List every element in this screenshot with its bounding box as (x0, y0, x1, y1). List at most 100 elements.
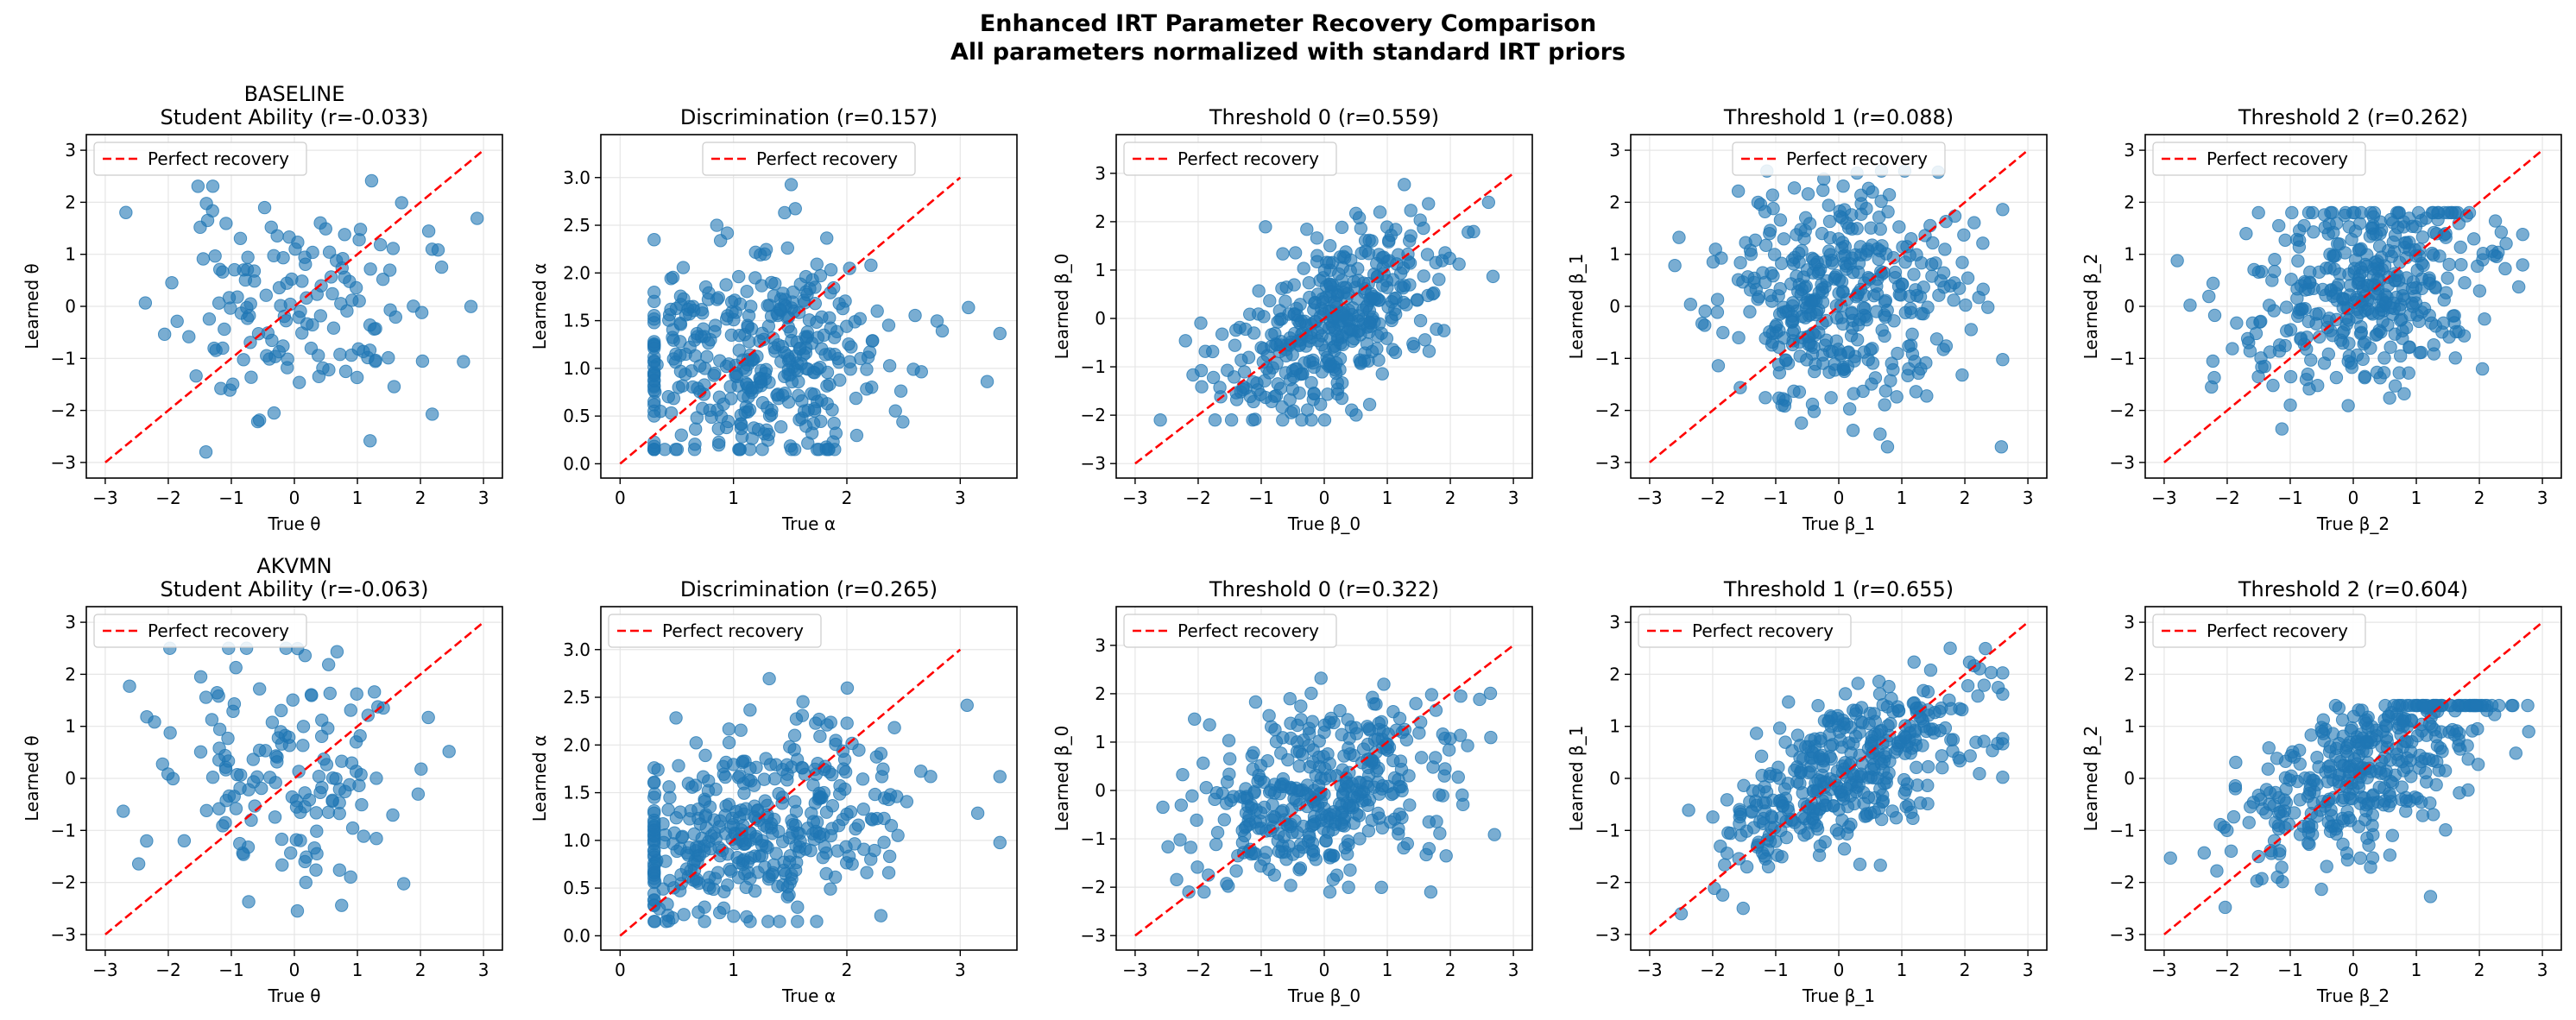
panel-akvmn-2-point (826, 800, 838, 812)
panel-baseline-1-ytick-label: 0 (65, 296, 76, 317)
panel-baseline-5-point (2342, 355, 2354, 367)
panel-akvmn-1-point (247, 753, 259, 765)
panel-baseline-4-point (1744, 305, 1756, 318)
panel-akvmn-4-xtick-label: 1 (1897, 960, 1908, 980)
panel-baseline-5-point (2396, 290, 2409, 302)
panel-akvmn-4-point (1887, 706, 1899, 718)
panel-baseline-4-point (1977, 237, 1989, 249)
panel-akvmn-5-point (2288, 807, 2300, 819)
panel-akvmn-4-point (1956, 703, 1968, 715)
panel-baseline-3-point (1195, 317, 1207, 329)
panel-baseline-3-point (1305, 414, 1317, 426)
panel-akvmn-1-point (222, 755, 234, 767)
panel-akvmn-2-xtick-label: 0 (615, 960, 626, 980)
panel-akvmn-3-point (1377, 779, 1389, 791)
panel-akvmn-4-point (1778, 783, 1790, 795)
panel-baseline-4-point (1906, 328, 1918, 340)
panel-baseline-4-ytick-label: 3 (1609, 140, 1620, 161)
panel-baseline-3-point (1350, 409, 1362, 421)
panel-baseline-5-point (2434, 250, 2446, 262)
panel-akvmn-3-point (1361, 777, 1373, 789)
panel-baseline-5-point (2337, 326, 2349, 338)
panel-baseline-4-point (1874, 223, 1886, 235)
panel-akvmn-3-point (1474, 693, 1486, 705)
panel-baseline-2-point (702, 293, 714, 305)
panel-baseline-5-point (2441, 272, 2453, 284)
panel-akvmn-3-point (1439, 763, 1451, 775)
panel-akvmn-5-point (2245, 801, 2257, 813)
panel-akvmn-1-point (217, 820, 229, 832)
panel-baseline-3-point (1336, 261, 1348, 274)
panel-akvmn-3-point (1284, 692, 1296, 704)
panel-akvmn-5-point (2400, 795, 2412, 807)
panel-baseline-2-point (861, 363, 873, 375)
panel-akvmn-2-point (744, 704, 756, 716)
panel-akvmn-2-point (723, 736, 735, 748)
panel-baseline-3-point (1297, 368, 1309, 380)
panel-akvmn-5-point (2366, 809, 2378, 821)
panel-baseline-4-point (1715, 252, 1727, 264)
panel-baseline-4-point (1778, 400, 1790, 412)
panel-akvmn-3-point (1410, 697, 1422, 709)
panel-akvmn-3-point (1293, 760, 1305, 772)
panel-baseline-5-point (2433, 206, 2445, 218)
panel-akvmn-3-ytick-label: 2 (1095, 683, 1106, 704)
panel-akvmn-4-point (1997, 771, 2009, 783)
panel-akvmn-3-point (1320, 834, 1332, 847)
panel-akvmn-2-point (750, 830, 762, 842)
panel-baseline-1-point (314, 310, 326, 322)
panel-akvmn-5-ytick-label: −1 (2110, 820, 2135, 841)
panel-akvmn-4-point (1836, 741, 1848, 753)
panel-akvmn-3-point (1240, 807, 1252, 819)
panel-baseline-2-point (819, 349, 831, 361)
panel-baseline-5-point (2316, 283, 2328, 295)
panel-akvmn-1-point (344, 704, 357, 716)
panel-akvmn-1-xtick-label: 3 (478, 960, 489, 980)
panel-baseline-1-point (353, 234, 365, 246)
panel-baseline-4-point (1929, 257, 1941, 269)
panel-akvmn-2-legend: Perfect recovery (609, 614, 821, 647)
panel-akvmn-1-point (357, 830, 369, 842)
panel-akvmn-3-point (1295, 700, 1307, 712)
panel-akvmn-3-point (1197, 757, 1209, 769)
panel-akvmn-3-point (1403, 770, 1415, 782)
panel-akvmn-1-point (276, 859, 288, 871)
panel-akvmn-3-ylabel: Learned β_0 (1051, 726, 1072, 832)
panel-akvmn-1-point (322, 806, 334, 818)
panel-baseline-1-point (183, 331, 195, 343)
panel-akvmn-5-xtick-label: −2 (2214, 960, 2239, 980)
panel-baseline-3-point (1279, 367, 1291, 379)
panel-akvmn-4-point (1707, 811, 1719, 823)
panel-baseline-4-point (1912, 367, 1924, 379)
panel-baseline-4-xtick-label: 0 (1834, 488, 1845, 508)
panel-baseline-5-point (2279, 234, 2291, 246)
panel-akvmn-2-point (778, 864, 790, 876)
panel-akvmn-3-point (1218, 814, 1230, 826)
panel-akvmn-5-point (2510, 747, 2522, 759)
panel-akvmn-3-point (1277, 732, 1289, 744)
panel-baseline-2-point (648, 234, 660, 246)
panel-baseline-4-point (1771, 318, 1783, 331)
panel-baseline-3-point (1418, 334, 1430, 346)
panel-akvmn-4-point (1885, 717, 1897, 729)
panel-akvmn-3-xtick-label: 1 (1382, 960, 1393, 980)
panel-akvmn-3-point (1258, 801, 1270, 813)
panel-akvmn-2-point (648, 875, 660, 887)
panel-akvmn-1-point (123, 680, 136, 692)
panel-akvmn-3-point (1367, 691, 1379, 703)
panel-akvmn-3-ytick-label: −2 (1081, 877, 1106, 897)
panel-baseline-4-point (1862, 182, 1874, 194)
panel-baseline-1-xtick-label: −2 (155, 488, 180, 508)
panel-baseline-1-point (234, 232, 246, 244)
panel-baseline-3-ytick-label: 2 (1095, 211, 1106, 232)
panel-akvmn-3-point (1296, 748, 1308, 760)
panel-akvmn-3-point (1375, 881, 1387, 893)
panel-baseline-2-point (745, 300, 757, 312)
panel-baseline-3-point (1482, 196, 1494, 208)
panel-akvmn-1-point (148, 715, 161, 727)
panel-baseline-4-point (1782, 357, 1794, 369)
panel-baseline-4-point (1842, 222, 1854, 234)
panel-akvmn-3-point (1341, 778, 1353, 790)
panel-akvmn-4-point (1852, 677, 1864, 689)
panel-akvmn-5-point (2401, 735, 2413, 747)
